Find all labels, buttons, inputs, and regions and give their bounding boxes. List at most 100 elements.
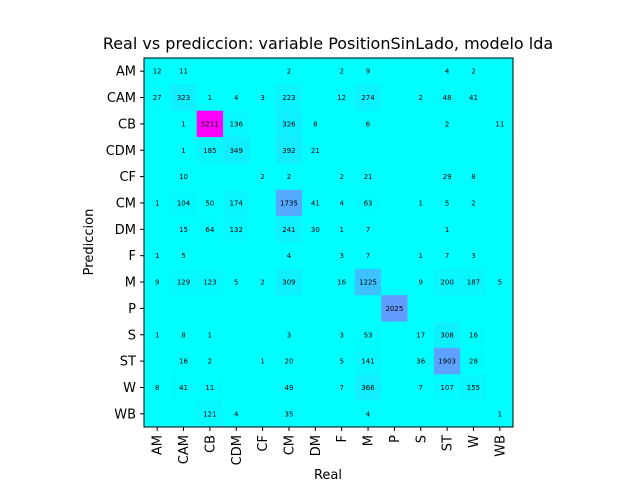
cell-value-label: 2 [339, 173, 343, 181]
cell-value-label: 8 [181, 331, 185, 339]
heatmap-cell [486, 216, 514, 243]
cell-value-label: 326 [282, 120, 296, 128]
cell-value-label: 2 [208, 358, 212, 366]
heatmap-cell [328, 58, 356, 85]
heatmap-cell [302, 110, 329, 138]
heatmap-cell [460, 137, 487, 164]
x-axis-label: Real [314, 468, 342, 480]
heatmap-cell [460, 110, 487, 138]
heatmap-cell [249, 268, 277, 296]
y-tick-label: CM [116, 196, 136, 211]
heatmap-cell [249, 110, 277, 138]
heatmap-cell [249, 400, 277, 428]
heatmap-cell [302, 268, 329, 296]
x-tick-label: S [414, 435, 429, 443]
heatmap-cell [354, 321, 382, 349]
heatmap-cell [275, 163, 303, 191]
heatmap-cell [170, 84, 198, 112]
heatmap-cell [328, 374, 356, 401]
heatmap-cell [328, 137, 356, 164]
y-tick-label: WB [114, 407, 136, 422]
x-tick-label: F [335, 435, 350, 442]
heatmap-cell [196, 347, 224, 375]
heatmap-cell [354, 84, 382, 112]
heatmap-cell [460, 295, 487, 322]
cell-value-label: 1 [260, 358, 264, 366]
x-tick-label: P [388, 435, 403, 443]
cell-value-label: 223 [282, 94, 295, 102]
y-tick-label: M [125, 276, 136, 291]
heatmap-cell [302, 295, 329, 322]
heatmap-cell [460, 347, 487, 375]
cell-value-label: 1 [208, 94, 212, 102]
cell-value-label: 63 [364, 199, 373, 207]
heatmap-cell [407, 84, 435, 112]
heatmap-cell [275, 189, 303, 217]
x-tick-label: M [362, 435, 377, 446]
heatmap-cell [223, 58, 250, 85]
heatmap-cell [196, 321, 224, 349]
y-tick-label: DM [115, 223, 136, 238]
heatmap-cell [407, 268, 435, 296]
cell-value-label: 1 [181, 147, 185, 155]
x-tick-label: WB [493, 435, 508, 457]
x-tick-label: AM [151, 435, 166, 455]
cell-value-label: 107 [440, 384, 453, 392]
cell-value-label: 2 [287, 68, 291, 76]
heatmap-cell [354, 137, 382, 164]
heatmap-cell [223, 347, 250, 375]
heatmap-cell [275, 216, 303, 243]
heatmap-cell [196, 216, 224, 243]
cell-value-label: 2 [287, 173, 291, 181]
cell-value-label: 53 [364, 331, 373, 339]
cell-value-label: 7 [366, 252, 370, 260]
heatmap-cell [328, 110, 356, 138]
cell-value-label: 5 [445, 199, 449, 207]
heatmap-cell [302, 58, 329, 85]
cell-value-label: 5211 [201, 120, 219, 128]
heatmap-cell [328, 321, 356, 349]
heatmap-cell [223, 137, 250, 164]
heatmap-cell [249, 216, 277, 243]
heatmap-cell [196, 242, 224, 270]
cell-value-label: 11 [495, 120, 504, 128]
cell-value-label: 200 [440, 279, 453, 287]
heatmap-cell [354, 295, 382, 322]
cell-value-label: 20 [285, 358, 294, 366]
cell-value-label: 323 [177, 94, 190, 102]
cell-value-label: 136 [230, 120, 244, 128]
heatmap-cell [433, 84, 461, 112]
cell-value-label: 1 [155, 199, 159, 207]
heatmap-cell [275, 321, 303, 349]
heatmap-cell [354, 163, 382, 191]
heatmap-cell [381, 84, 408, 112]
heatmap-cell [328, 189, 356, 217]
heatmap-cell [144, 268, 171, 296]
heatmap-cell [275, 242, 303, 270]
heatmap-cell [486, 110, 514, 138]
heatmap-cell [381, 163, 408, 191]
heatmap-cell [144, 163, 171, 191]
heatmap-cell [381, 58, 408, 85]
cell-value-label: 241 [282, 226, 295, 234]
heatmap-cell [196, 84, 224, 112]
cell-value-label: 187 [467, 279, 480, 287]
heatmap-cell [328, 84, 356, 112]
cell-value-label: 9 [155, 279, 159, 287]
cell-value-label: 2 [260, 279, 264, 287]
heatmap-cell [144, 216, 171, 243]
heatmap-cell [381, 321, 408, 349]
heatmap-cell [196, 163, 224, 191]
cell-value-label: 2 [260, 173, 264, 181]
heatmap-cell [328, 242, 356, 270]
cell-value-label: 141 [361, 358, 374, 366]
x-tick-label: ST [441, 435, 456, 451]
heatmap-cell [460, 216, 487, 243]
cell-value-label: 5 [234, 279, 238, 287]
heatmap-cell [486, 321, 514, 349]
heatmap-cell [249, 58, 277, 85]
heatmap-cell [170, 374, 198, 401]
cell-value-label: 308 [440, 331, 453, 339]
heatmap-cell [381, 189, 408, 217]
cell-value-label: 4 [287, 252, 292, 260]
